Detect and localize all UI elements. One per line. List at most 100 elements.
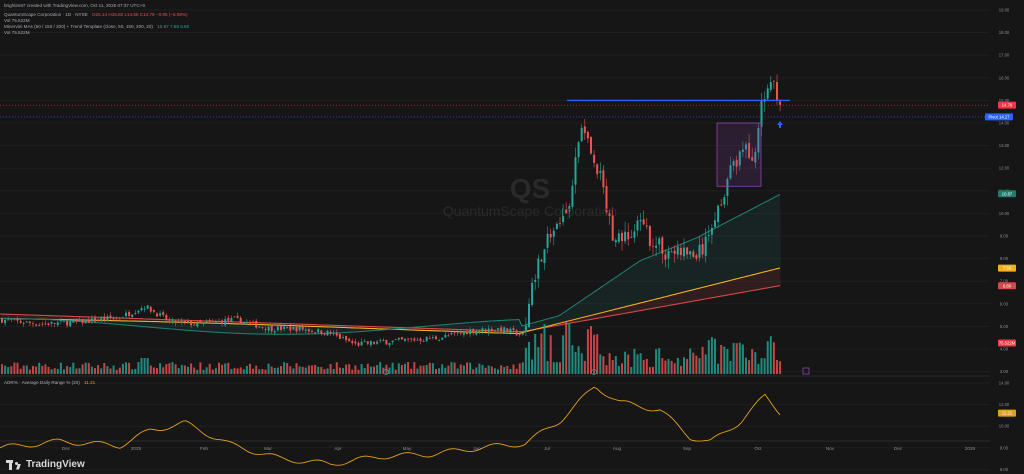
volume-bar xyxy=(571,345,574,374)
time-tick-label: 2026 xyxy=(965,446,976,451)
volume-bar xyxy=(373,366,375,374)
dividend-marker-icon[interactable] xyxy=(383,369,389,375)
candle-body xyxy=(314,332,317,334)
candle-body xyxy=(664,254,667,260)
candle-body xyxy=(218,321,220,322)
symbol-legend[interactable]: QuantumScape Corporation · 1D · NYSE O15… xyxy=(4,12,188,18)
volume-bar xyxy=(335,362,338,374)
volume-bar xyxy=(757,363,760,374)
candle-body xyxy=(103,316,106,321)
candle-body xyxy=(683,247,685,257)
candle-body xyxy=(552,230,555,237)
candle-body xyxy=(351,341,354,344)
volume-bar xyxy=(475,367,478,374)
candle-body xyxy=(233,316,236,318)
volume-bar xyxy=(270,366,273,374)
volume-bar xyxy=(497,369,499,374)
candle-body xyxy=(503,327,506,333)
adr-line xyxy=(0,386,781,466)
volume-bar xyxy=(233,367,236,374)
candle-body xyxy=(754,151,757,163)
candle-body xyxy=(10,318,13,320)
volume-bar xyxy=(419,365,422,374)
candle-body xyxy=(720,204,723,206)
ohlc-values: O15.14 H15.82 L14.56 C14.79 −0.95 (−5.98… xyxy=(92,12,188,17)
volume-bar xyxy=(323,369,326,374)
volume-bar xyxy=(586,329,589,374)
volume-bar xyxy=(289,366,292,374)
candle-body xyxy=(407,338,410,340)
earnings-marker-icon[interactable] xyxy=(591,369,597,375)
candle-body xyxy=(258,326,261,328)
candle-body xyxy=(196,321,199,327)
tradingview-logo[interactable]: TradingView xyxy=(6,459,85,470)
candle-body xyxy=(202,322,205,325)
volume-bar xyxy=(354,365,357,374)
candle-body xyxy=(264,329,267,331)
volume-bar xyxy=(267,363,270,374)
publisher-note: brightim87 created with TradingView.com,… xyxy=(4,3,145,8)
candle-body xyxy=(286,327,289,329)
price-tick-label: 8.00 xyxy=(1000,256,1009,261)
price-badge xyxy=(985,113,1013,121)
volume-bar xyxy=(159,363,162,374)
volume-bar xyxy=(342,368,344,374)
volume-bar xyxy=(25,365,28,374)
volume-bar xyxy=(531,359,534,374)
volume-bar xyxy=(100,368,103,374)
volume-bar xyxy=(211,369,214,374)
volume-bar xyxy=(422,365,425,374)
candle-body xyxy=(242,322,245,325)
adr-legend[interactable]: ADR% · Average Daily Range % (20) 11.21 xyxy=(4,380,95,386)
candle-body xyxy=(382,340,385,342)
volume-bar xyxy=(630,367,633,374)
volume-bar xyxy=(66,366,69,374)
volume-bar xyxy=(692,352,695,374)
volume-bar xyxy=(94,368,96,374)
candle-body xyxy=(590,136,592,154)
price-tick-label: 9.00 xyxy=(1000,234,1009,239)
event-marker-icon[interactable] xyxy=(802,367,810,375)
volume-bar xyxy=(459,364,462,374)
candle-body xyxy=(224,319,227,326)
candle-body xyxy=(416,339,419,341)
candle-body xyxy=(493,330,496,332)
tradingview-wordmark: TradingView xyxy=(26,459,85,470)
price-tick-label: 12.00 xyxy=(999,166,1010,171)
candle-body xyxy=(156,313,158,317)
candle-body xyxy=(72,320,75,323)
volume-bar xyxy=(140,358,143,374)
candle-body xyxy=(397,338,400,340)
volume-bar xyxy=(707,340,710,374)
price-badge xyxy=(998,101,1016,109)
volume-bar xyxy=(317,366,320,374)
volume-bar xyxy=(103,363,106,374)
candle-body xyxy=(611,215,614,241)
time-tick-label: Dec xyxy=(62,446,71,451)
volume-bar xyxy=(720,344,723,374)
indicator-legend[interactable]: Minervini MAs (50 / 150 / 200) + Trend T… xyxy=(4,24,189,30)
candle-body xyxy=(59,320,62,322)
candle-body xyxy=(379,339,382,341)
volume-legend: Vol 75.522M xyxy=(4,18,30,23)
candle-body xyxy=(38,324,41,326)
candle-body xyxy=(670,251,673,253)
volume-bar xyxy=(280,366,282,374)
candle-body xyxy=(450,332,453,335)
candle-body xyxy=(614,240,617,243)
volume-bar xyxy=(642,359,645,374)
volume-bar xyxy=(723,346,726,374)
volume-bar xyxy=(512,364,515,374)
volume-bar xyxy=(698,358,701,374)
candle-body xyxy=(469,329,472,335)
candle-body xyxy=(311,331,313,332)
ma200-line xyxy=(0,285,781,333)
price-badge-label: 6.80 xyxy=(1003,283,1012,288)
volume-bar xyxy=(63,369,65,374)
volume-bar xyxy=(245,365,248,374)
candle-body xyxy=(531,282,534,305)
volume-bar xyxy=(286,363,289,374)
candle-body xyxy=(565,209,568,214)
candle-body xyxy=(540,259,543,262)
